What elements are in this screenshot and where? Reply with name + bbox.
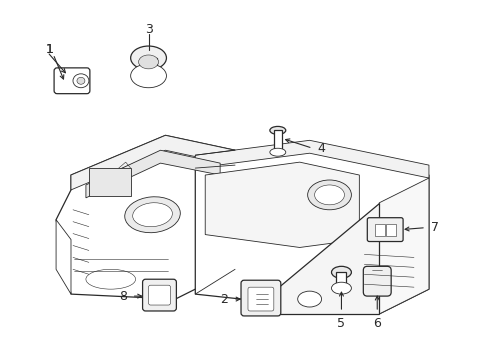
Text: 6: 6: [373, 317, 381, 330]
Polygon shape: [365, 269, 414, 281]
Bar: [337, 272, 346, 288]
Text: 1: 1: [45, 42, 53, 55]
Ellipse shape: [308, 180, 351, 210]
Ellipse shape: [131, 46, 167, 70]
Ellipse shape: [73, 74, 89, 88]
Ellipse shape: [86, 269, 136, 289]
FancyBboxPatch shape: [148, 285, 171, 305]
Polygon shape: [86, 150, 220, 198]
Ellipse shape: [315, 185, 344, 205]
Text: 7: 7: [431, 221, 439, 234]
Ellipse shape: [270, 126, 286, 134]
Bar: [140, 58, 157, 76]
FancyBboxPatch shape: [241, 280, 281, 316]
Text: 4: 4: [318, 142, 325, 155]
Polygon shape: [205, 162, 359, 247]
FancyBboxPatch shape: [368, 218, 403, 242]
Ellipse shape: [270, 148, 286, 156]
Polygon shape: [56, 135, 235, 299]
Polygon shape: [196, 140, 429, 178]
Polygon shape: [379, 178, 429, 314]
Text: 2: 2: [220, 293, 228, 306]
Ellipse shape: [332, 282, 351, 294]
Ellipse shape: [77, 77, 85, 84]
Polygon shape: [365, 255, 414, 266]
Ellipse shape: [139, 55, 158, 69]
Ellipse shape: [298, 291, 321, 307]
Polygon shape: [359, 222, 419, 289]
Ellipse shape: [133, 203, 172, 227]
Ellipse shape: [125, 197, 180, 233]
Polygon shape: [56, 220, 71, 294]
Polygon shape: [365, 239, 414, 251]
Ellipse shape: [131, 64, 167, 88]
Bar: [274, 130, 282, 152]
Text: 3: 3: [145, 23, 152, 36]
Polygon shape: [196, 150, 429, 314]
Polygon shape: [270, 203, 379, 314]
Bar: [386, 224, 396, 235]
FancyBboxPatch shape: [143, 279, 176, 311]
Ellipse shape: [332, 266, 351, 278]
FancyBboxPatch shape: [54, 68, 90, 94]
Bar: [375, 224, 385, 235]
Bar: [89, 168, 131, 196]
Text: 8: 8: [119, 289, 127, 303]
Text: 5: 5: [338, 317, 345, 330]
FancyBboxPatch shape: [363, 266, 391, 296]
Polygon shape: [71, 135, 235, 190]
Text: 1: 1: [45, 42, 53, 55]
FancyBboxPatch shape: [248, 287, 274, 311]
